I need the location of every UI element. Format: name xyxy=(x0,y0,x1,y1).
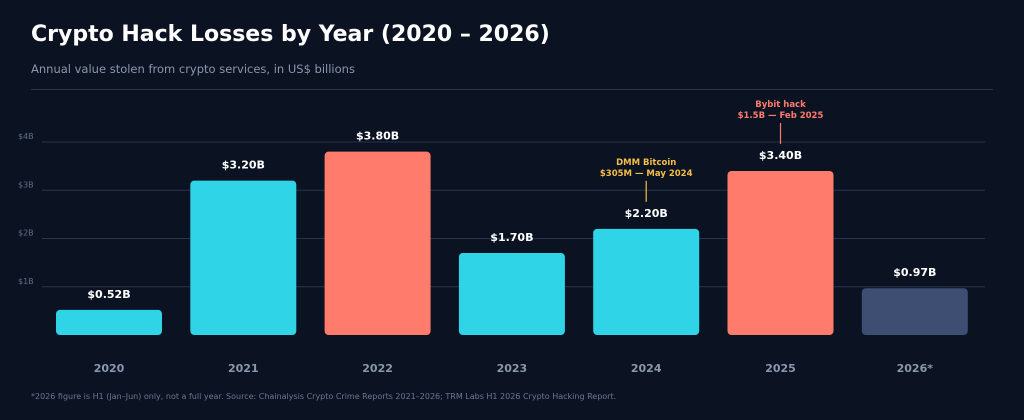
bar xyxy=(593,228,700,335)
x-tick-label: 2021 xyxy=(228,362,259,375)
annotation-text: $305M — May 2024 xyxy=(600,169,693,179)
x-tick-label: 2022 xyxy=(362,362,393,375)
bar-value-label: $3.80B xyxy=(356,130,399,143)
bar-value-label: $0.52B xyxy=(87,288,130,301)
annotation-text: $1.5B — Feb 2025 xyxy=(738,111,824,121)
x-tick-label: 2023 xyxy=(497,362,528,375)
x-tick-label: 2020 xyxy=(94,362,125,375)
y-tick-label: $2B xyxy=(18,229,34,238)
x-tick-label: 2025 xyxy=(765,362,796,375)
bar xyxy=(861,288,968,335)
bar xyxy=(190,180,297,335)
x-tick-label: 2024 xyxy=(631,362,662,375)
footnote: *2026 figure is H1 (Jan–Jun) only, not a… xyxy=(31,392,617,401)
page-title: Crypto Hack Losses by Year (2020 – 2026) xyxy=(31,22,550,47)
page-subtitle: Annual value stolen from crypto services… xyxy=(31,62,355,76)
bar-value-label: $2.20B xyxy=(625,207,668,220)
bar-value-label: $1.70B xyxy=(490,231,533,244)
y-tick-label: $4B xyxy=(18,132,34,141)
bar xyxy=(324,151,431,335)
bar-value-label: $0.97B xyxy=(893,266,936,279)
bar xyxy=(727,170,834,335)
bar-value-label: $3.40B xyxy=(759,149,802,162)
bar xyxy=(458,252,565,335)
y-tick-label: $1B xyxy=(18,277,34,286)
annotation-text: Bybit hack xyxy=(755,100,806,110)
bar-value-label: $3.20B xyxy=(222,159,265,172)
x-tick-label: 2026* xyxy=(897,362,934,375)
bar xyxy=(56,309,162,335)
annotation-text: DMM Bitcoin xyxy=(616,158,676,168)
y-tick-label: $3B xyxy=(18,180,34,189)
header-divider xyxy=(31,89,993,90)
